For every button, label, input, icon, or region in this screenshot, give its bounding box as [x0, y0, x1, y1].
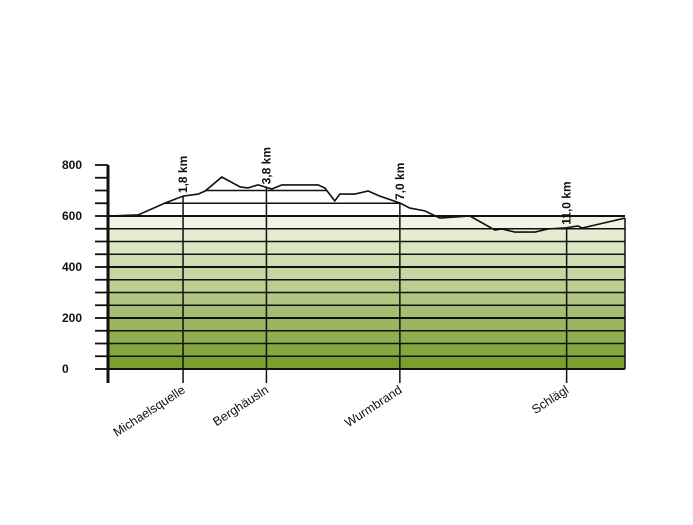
elevation-band [108, 318, 625, 331]
y-tick-label: 0 [62, 362, 69, 376]
elevation-band [108, 254, 625, 267]
elevation-band [108, 330, 625, 344]
elevation-band [108, 267, 625, 280]
elevation-band [108, 279, 625, 293]
elevation-band [108, 356, 625, 369]
elevation-band [108, 292, 625, 306]
marker-distance-label: 3,8 km [259, 147, 273, 184]
y-tick-label: 200 [62, 311, 82, 325]
profile-line [107, 176, 626, 233]
y-axis: 0 200 400 600 800 [62, 158, 110, 383]
marker-distance-label: 11,0 km [560, 181, 574, 224]
elevation-band [108, 343, 625, 357]
elevation-band [108, 305, 625, 318]
band-lines [108, 215, 626, 370]
marker-place-label: Berghäusln [210, 383, 271, 429]
y-tick-label: 600 [62, 209, 82, 223]
marker-place-label: Wurmbrand [342, 383, 404, 430]
elevation-band [108, 228, 625, 242]
elevation-band [108, 241, 625, 255]
marker-distance-label: 1,8 km [176, 156, 190, 193]
marker-place-label: Schlägl [529, 383, 571, 417]
y-tick-label: 400 [62, 260, 82, 274]
y-tick-label: 800 [62, 158, 82, 172]
elevation-bands [108, 216, 625, 369]
marker-distance-label: 7,0 km [393, 163, 407, 200]
marker-place-label: Michaelsquelle [111, 383, 188, 440]
elevation-band [108, 216, 625, 229]
